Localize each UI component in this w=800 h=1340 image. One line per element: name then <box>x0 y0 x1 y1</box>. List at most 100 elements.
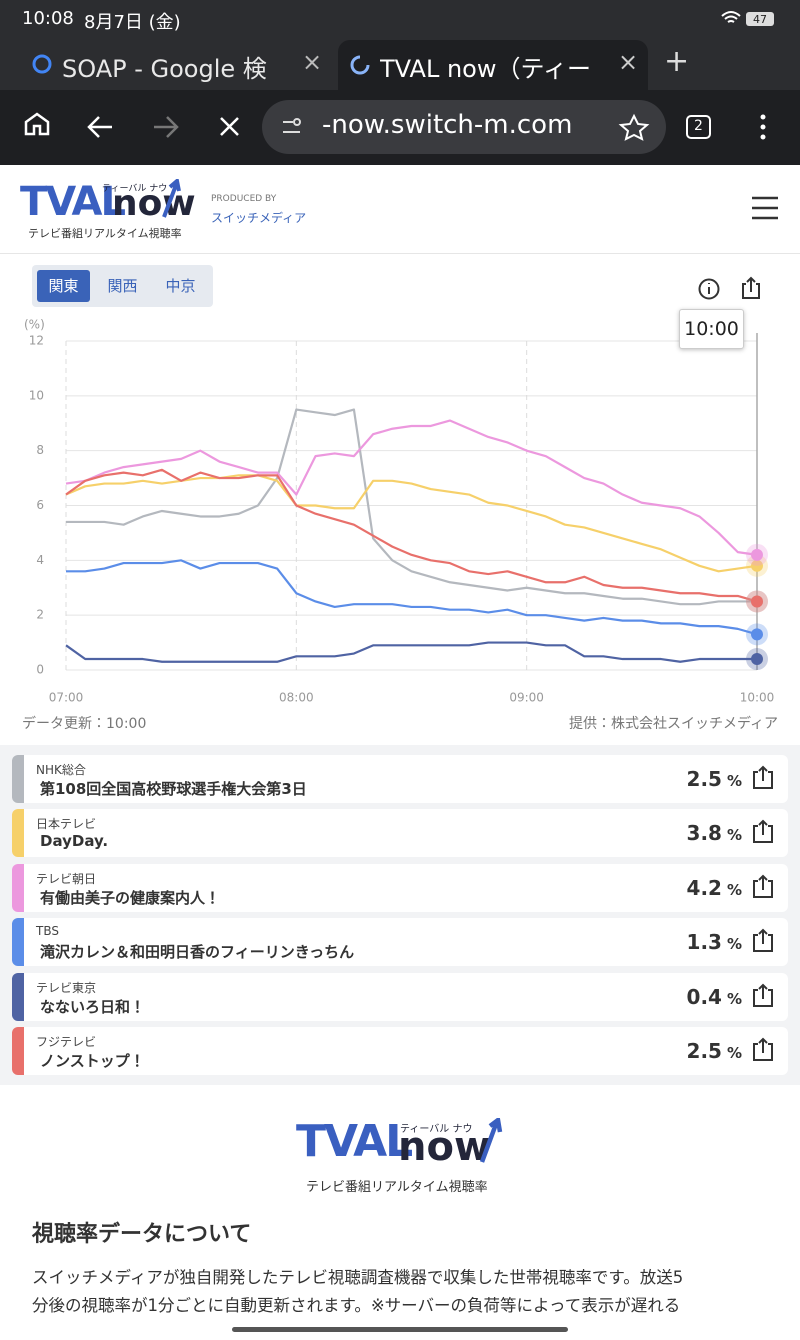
site-header: TVAL now ティーバル ナウ テレビ番組リアルタイム視聴率 PRODUCE… <box>0 165 800 254</box>
series-line <box>65 419 758 556</box>
rating: 2.5% <box>687 767 742 791</box>
share-icon[interactable] <box>750 928 776 954</box>
about-text: スイッチメディアが独自開発したテレビ視聴調査機器で収集した世帯視聴率です。放送5 <box>32 1268 684 1287</box>
tab-close[interactable]: × <box>302 48 323 76</box>
channel-name: テレビ朝日 <box>36 871 97 886</box>
x-tick-label: 10:00 <box>740 691 775 705</box>
channel-color <box>12 972 24 1021</box>
tab-active[interactable]: TVAL now（ティー × <box>338 40 648 90</box>
tab-count[interactable]: 2 <box>694 118 703 134</box>
rating: 4.2% <box>687 876 742 900</box>
channel-card[interactable]: 日本テレビ DayDay. 3.8% <box>12 809 788 858</box>
channel-card[interactable]: NHK総合 第108回全国高校野球選手権大会第3日 2.5% <box>12 755 788 803</box>
produced-by: PRODUCED BY <box>211 194 277 204</box>
new-tab[interactable]: + <box>664 44 690 79</box>
x-tick-label: 09:00 <box>509 691 544 705</box>
tab-title: TVAL now（ティー <box>380 55 592 83</box>
end-dot <box>751 653 763 666</box>
rating-value: 4.2 <box>686 875 722 900</box>
rating-unit: % <box>726 1044 742 1062</box>
y-tick-label: 2 <box>36 608 44 622</box>
logo-now: now <box>112 183 196 224</box>
channel-color <box>12 809 24 858</box>
share-icon[interactable] <box>750 765 776 791</box>
channel-card[interactable]: フジテレビ ノンストップ！ 2.5% <box>12 1027 788 1075</box>
x-tick-label: 08:00 <box>279 691 314 705</box>
end-dot <box>746 590 768 613</box>
rating: 0.4% <box>687 985 742 1009</box>
url[interactable]: -now.switch-m.com <box>322 110 573 140</box>
channel-list: NHK総合 第108回全国高校野球選手権大会第3日 2.5% 日本テレビ DayDay.… <box>0 745 800 1085</box>
rating: 1.3% <box>687 930 742 954</box>
series-line <box>65 641 757 663</box>
channel-name: 日本テレビ <box>36 817 97 832</box>
y-axis-label: (%) <box>24 318 45 332</box>
about-heading: 視聴率データについて <box>32 1222 252 1247</box>
share-icon[interactable] <box>750 874 776 900</box>
y-tick-label: 12 <box>29 334 44 348</box>
end-dot <box>746 543 768 566</box>
program-title: ノンストップ！ <box>40 1052 145 1070</box>
region-tab[interactable]: 関東 <box>37 270 90 302</box>
menu[interactable] <box>750 195 780 221</box>
share-icon[interactable] <box>750 1037 776 1063</box>
end-dot <box>751 595 763 608</box>
channel-color <box>12 1027 24 1075</box>
footer-logo-arrow <box>479 1118 503 1163</box>
chart: (%) 0 2 4 6 8 10 12 07:00 08:00 09:00 10:00 <box>24 318 775 705</box>
rating: 3.8% <box>687 821 742 845</box>
logo-main: TVAL <box>20 179 126 225</box>
region-tab[interactable]: 関西 <box>107 277 138 295</box>
end-dot <box>751 548 763 561</box>
tab[interactable]: SOAP - Google 検 × <box>28 44 328 84</box>
program-title: DayDay. <box>40 832 109 851</box>
series-line <box>65 474 758 573</box>
series-line <box>66 559 758 636</box>
chart-tools[interactable] <box>696 276 768 302</box>
program-title: 有働由美子の健康案内人！ <box>40 888 221 907</box>
channel-card[interactable]: テレビ朝日有働由美子の健康案内人！ 4.2% <box>12 863 788 912</box>
end-dot <box>746 554 768 577</box>
y-tick-label: 10 <box>29 388 44 402</box>
footer-logo-sub: テレビ番組リアルタイム視聴率 <box>306 1180 488 1195</box>
program-title: 第108回全国高校野球選手権大会第3日 <box>40 780 307 798</box>
channel-color <box>12 863 24 912</box>
channel-name: フジテレビ <box>36 1035 97 1049</box>
rating-unit: % <box>726 772 742 790</box>
tab-close[interactable]: × <box>618 48 639 76</box>
footer-logo-kana: ティーバル ナウ <box>400 1124 473 1135</box>
end-dot <box>746 623 768 646</box>
update-text: データ更新：10:00 <box>22 716 147 732</box>
y-tick-label: 6 <box>36 498 44 512</box>
x-tick-label: 07:00 <box>49 691 84 705</box>
channel-card[interactable]: TBS 滝沢カレン＆和田明日香のフィーリンきっちん 1.3% <box>12 918 788 967</box>
rating-value: 3.8 <box>686 821 722 846</box>
toolbar: -now.switch-m.com 2 <box>0 90 800 165</box>
battery: 47 <box>753 13 767 26</box>
toolbar-icons <box>24 100 766 154</box>
browser-top: 10:08 8月7日 (金) 47 SOAP - Google 検 × TVAL… <box>0 0 800 90</box>
tab-title: SOAP - Google 検 <box>62 55 267 83</box>
channel-name: テレビ東京 <box>36 980 97 995</box>
rating-unit: % <box>726 989 742 1008</box>
footer-logo-main: TVAL <box>296 1116 413 1167</box>
channel-card[interactable]: テレビ東京 なないろ日和！ 0.4% <box>12 972 788 1021</box>
end-dot <box>751 559 763 572</box>
series-line <box>65 468 758 603</box>
y-tick-label: 8 <box>36 443 44 457</box>
rating-value: 0.4 <box>686 984 722 1009</box>
channel-color <box>12 755 24 803</box>
region-tab[interactable]: 中京 <box>165 277 196 295</box>
channel-name: TBS <box>36 924 59 939</box>
y-tick-label: 0 <box>36 663 44 677</box>
share-icon[interactable] <box>750 983 776 1009</box>
nav-handle <box>232 1327 568 1332</box>
about-text: 分後の視聴率が1分ごとに自動更新されます。※サーバーの負荷等によって表示が遅れる <box>32 1296 681 1315</box>
status-date: 8月7日 (金) <box>84 12 181 33</box>
end-dot <box>751 628 763 641</box>
series-line <box>66 408 757 606</box>
share-icon[interactable] <box>750 819 776 845</box>
provider-text: 提供：株式会社スイッチメディア <box>568 716 778 732</box>
cursor-label: 10:00 <box>679 309 744 349</box>
